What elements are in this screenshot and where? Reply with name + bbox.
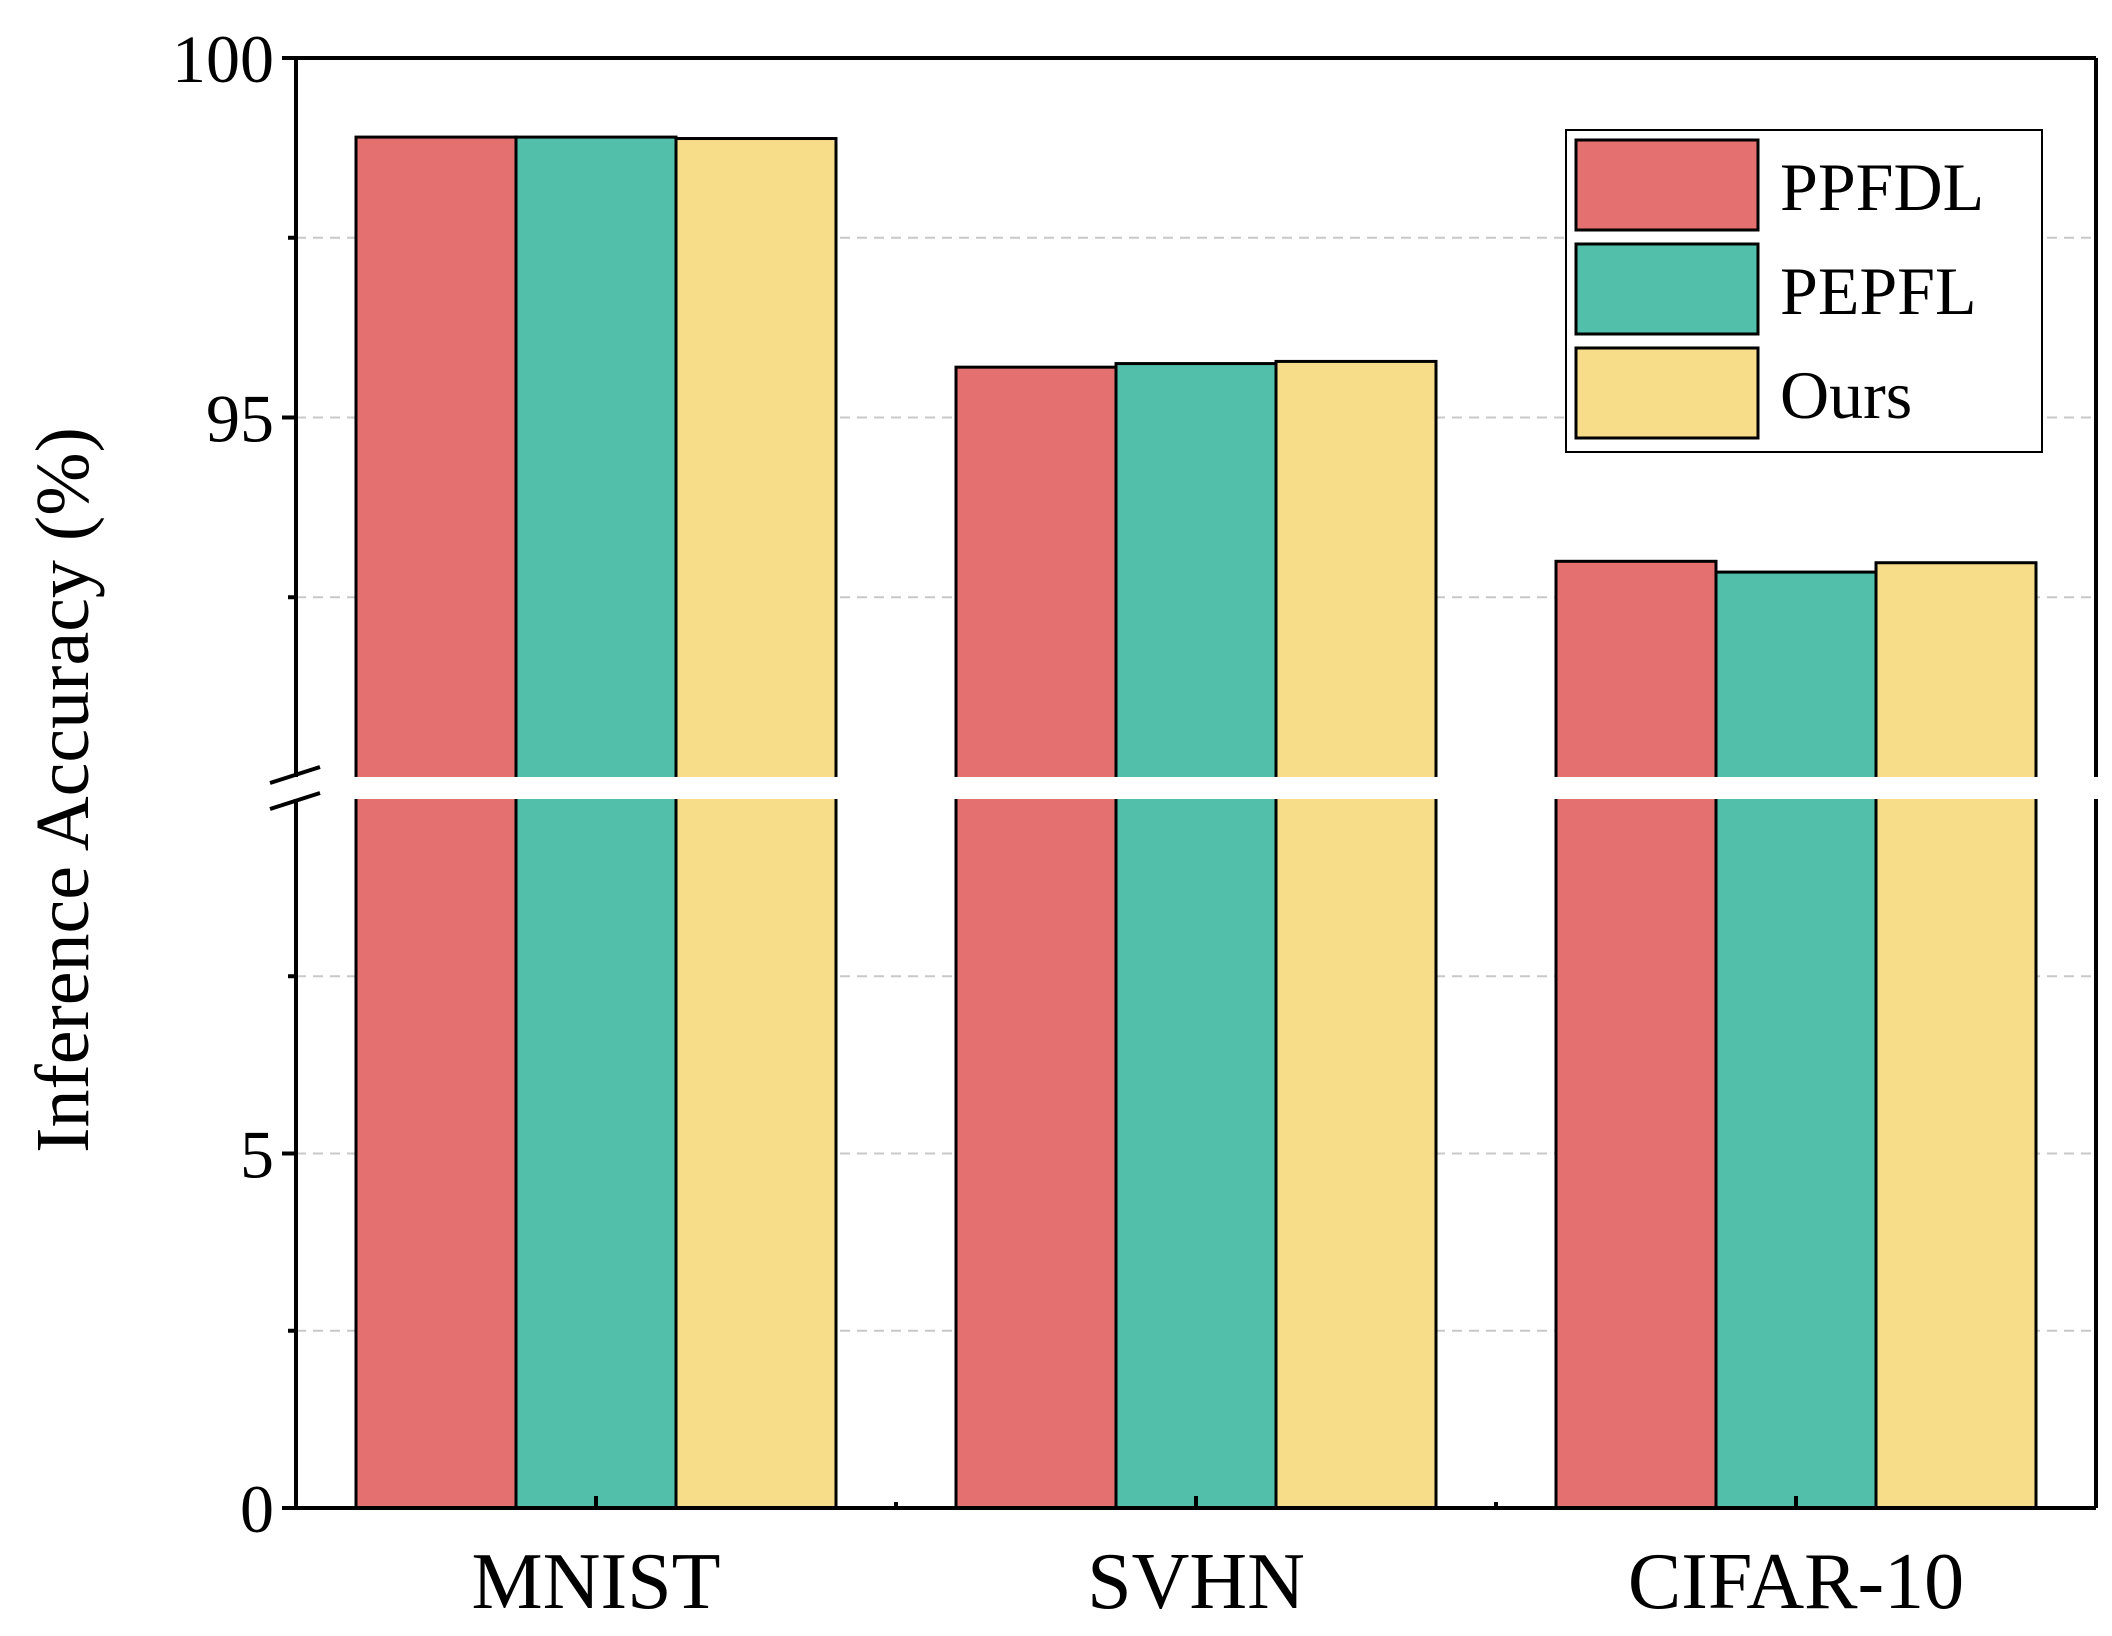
bar-pepfl-cifar-10: [1714, 570, 1878, 1510]
x-tick-label: MNIST: [472, 1538, 721, 1626]
bar-ours-svhn: [1274, 359, 1438, 1510]
bar-pepfl-mnist: [514, 135, 678, 1510]
axis-break-gap: [282, 777, 2110, 799]
axis-break-mark: [269, 791, 321, 811]
y-tick-labels: 0 5 95 100: [172, 21, 274, 1547]
y-axis-label: Inference Accuracy (%): [21, 427, 105, 1153]
y-tick-label: 100: [172, 21, 274, 97]
bar-ours-mnist: [674, 137, 838, 1510]
bar-pepfl-svhn: [1114, 362, 1278, 1510]
legend: PPFDL PEPFL Ours: [1565, 129, 2043, 453]
x-tick-label: CIFAR-10: [1628, 1538, 1964, 1626]
bars: [354, 135, 2038, 1510]
axes: [269, 56, 2098, 1510]
y-tick-label: 5: [240, 1117, 274, 1193]
legend-label: PPFDL: [1780, 149, 1984, 225]
bar-ours-cifar-10: [1874, 561, 2038, 1510]
legend-label: Ours: [1780, 357, 1912, 433]
legend-label: PEPFL: [1780, 253, 1977, 329]
legend-swatch-ours: [1574, 346, 1760, 440]
legend-swatch-ppfdl: [1574, 138, 1760, 232]
y-tick-label: 95: [206, 381, 274, 457]
bar-ppfdl-svhn: [954, 365, 1118, 1510]
legend-swatch-pepfl: [1574, 242, 1760, 336]
y-tick-label: 0: [240, 1471, 274, 1547]
bar-ppfdl-cifar-10: [1554, 559, 1718, 1510]
x-tick-labels: MNIST SVHN CIFAR-10: [472, 1538, 1965, 1626]
bar-ppfdl-mnist: [354, 135, 518, 1510]
x-tick-label: SVHN: [1087, 1538, 1305, 1626]
axis-break-mark: [269, 765, 321, 785]
